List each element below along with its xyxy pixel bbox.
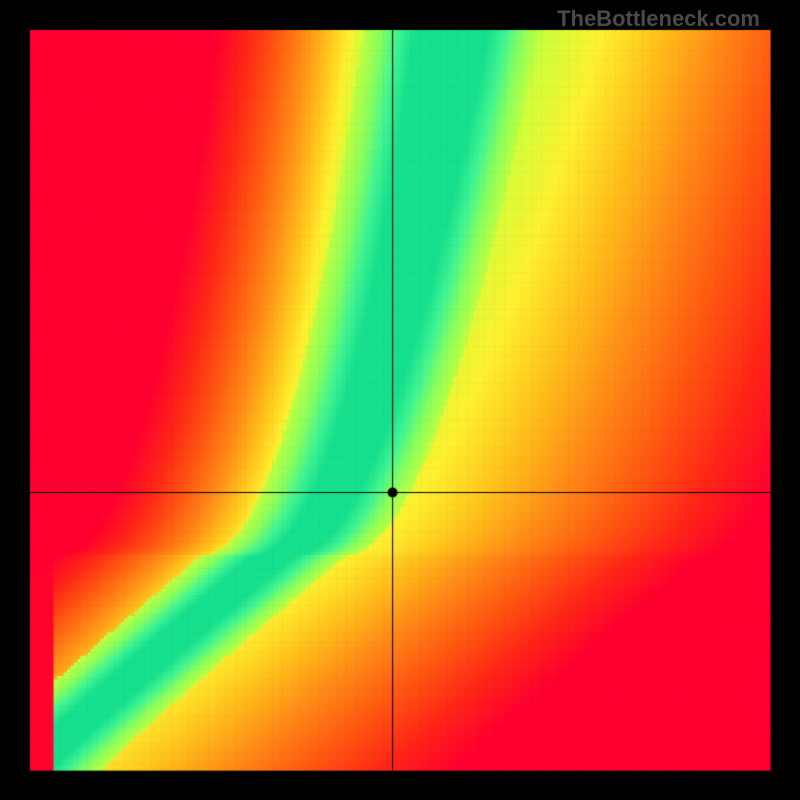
watermark-text: TheBottleneck.com [557, 6, 760, 32]
bottleneck-heatmap [0, 0, 800, 800]
